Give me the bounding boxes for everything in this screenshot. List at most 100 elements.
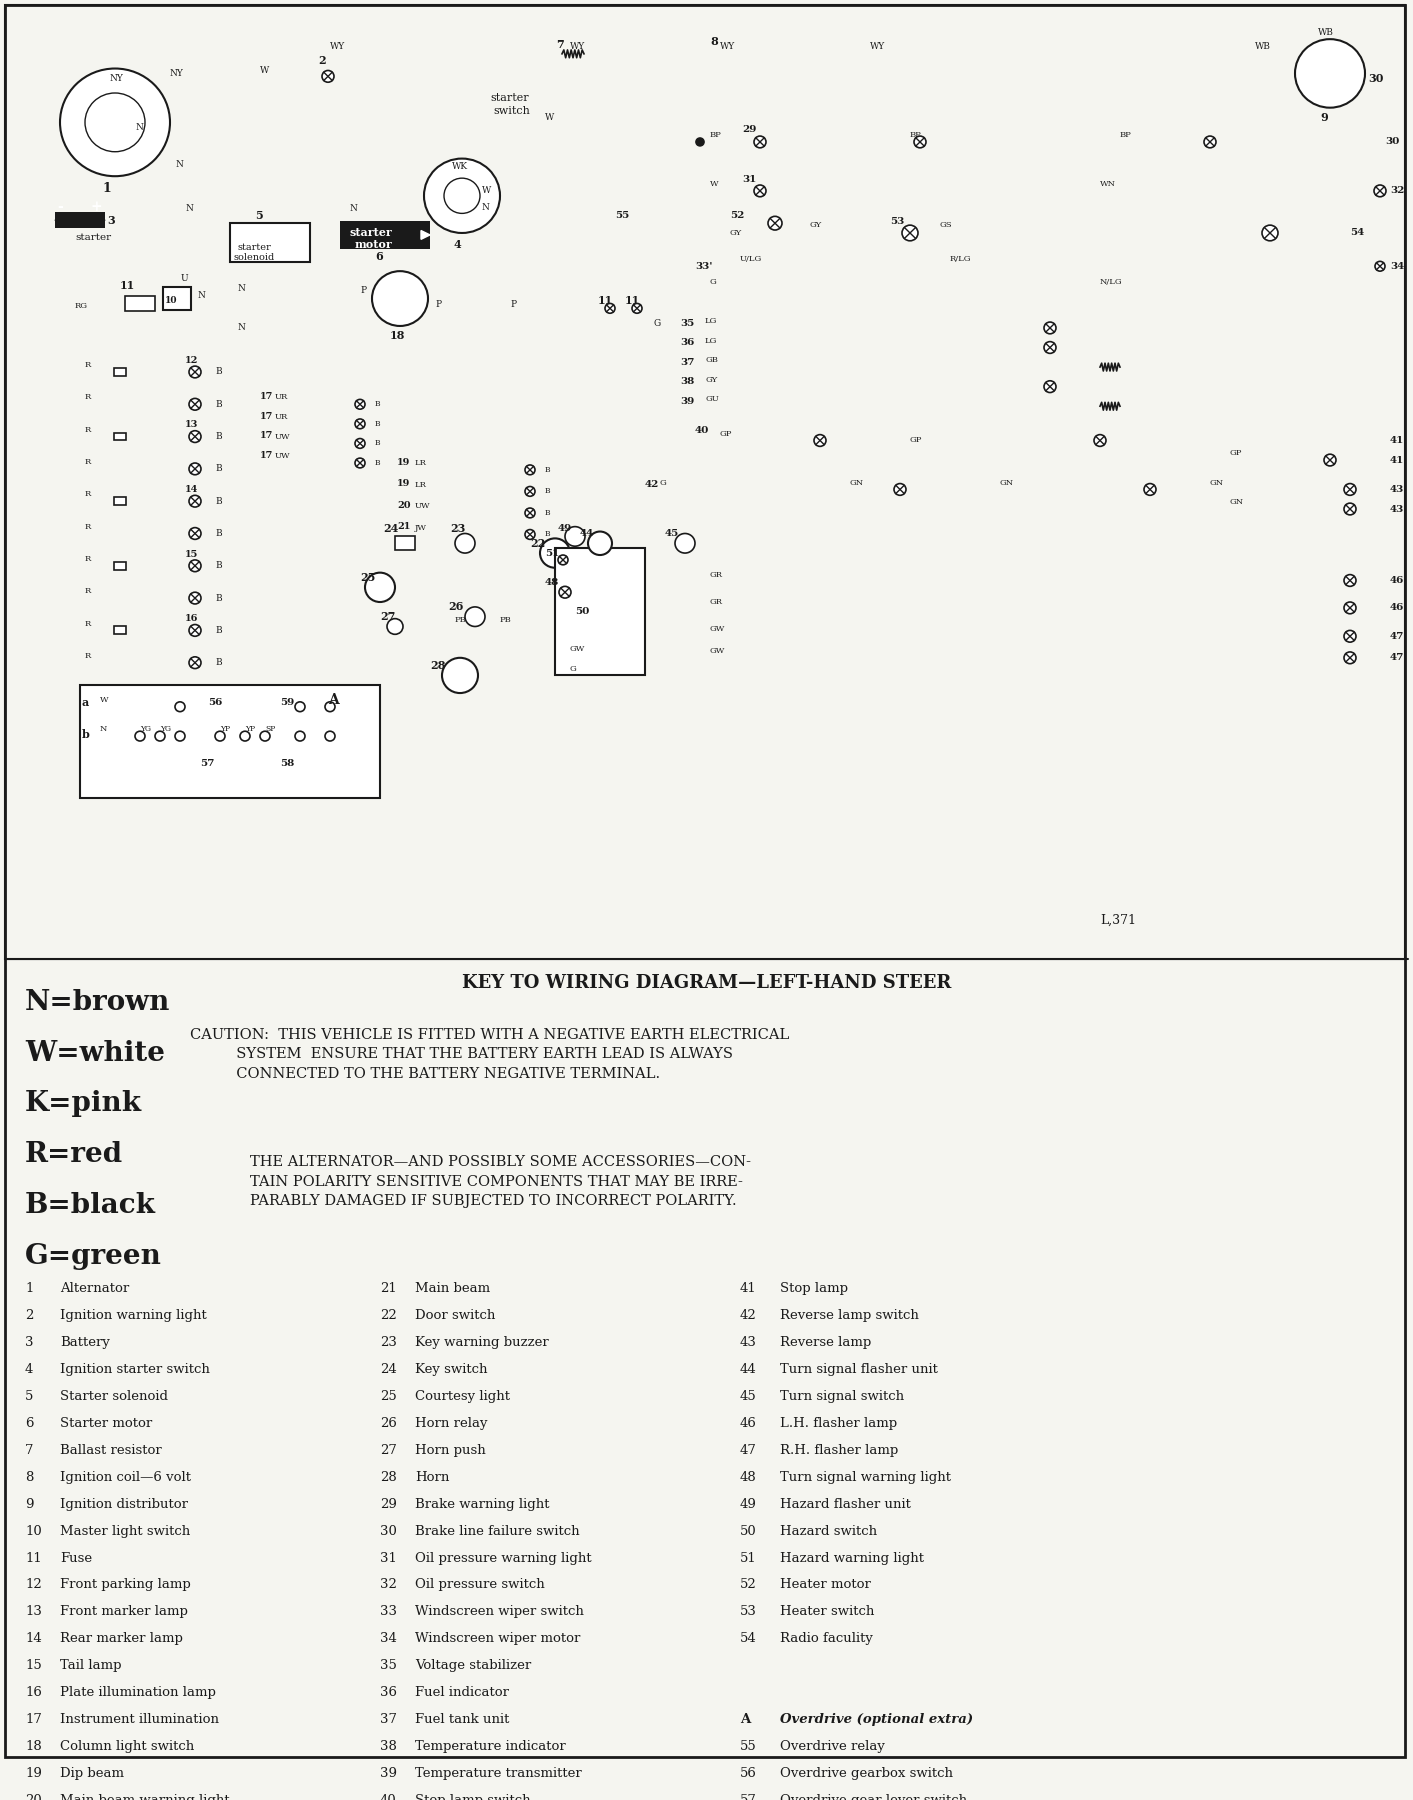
Text: 12: 12 [25,1579,42,1591]
Text: Voltage stabilizer: Voltage stabilizer [415,1660,531,1672]
Circle shape [1344,574,1356,587]
Text: P: P [510,301,516,310]
Text: Reverse lamp switch: Reverse lamp switch [780,1309,918,1323]
Text: Horn relay: Horn relay [415,1417,487,1429]
Text: 5: 5 [25,1390,34,1402]
Text: 30: 30 [380,1525,397,1537]
Text: 55: 55 [740,1741,757,1753]
Text: Master light switch: Master light switch [59,1525,191,1537]
Text: Main beam warning light: Main beam warning light [59,1795,230,1800]
Circle shape [85,94,146,151]
Circle shape [558,554,568,565]
Text: KEY TO WIRING DIAGRAM—LEFT-HAND STEER: KEY TO WIRING DIAGRAM—LEFT-HAND STEER [462,974,952,992]
Bar [81,686,380,797]
Text: R: R [85,554,92,563]
Text: 3: 3 [25,1336,34,1350]
Text: B: B [374,439,380,448]
Text: 29: 29 [742,124,756,133]
Text: N: N [237,284,246,293]
Text: 42: 42 [644,481,660,490]
Circle shape [189,560,201,572]
Bar [114,432,126,441]
Text: 23: 23 [380,1336,397,1350]
Text: 36: 36 [680,338,694,347]
Circle shape [442,657,478,693]
Text: 10: 10 [25,1525,42,1537]
Circle shape [675,533,695,553]
Text: 11: 11 [25,1552,42,1564]
Text: 57: 57 [740,1795,757,1800]
Circle shape [1344,484,1356,495]
Text: P: P [360,286,366,295]
Text: GY: GY [810,221,822,229]
Text: 25: 25 [380,1390,397,1402]
Circle shape [1375,261,1385,272]
Text: 43: 43 [1390,484,1405,493]
Text: R: R [85,427,92,434]
Text: BP: BP [709,131,722,139]
Text: R: R [85,490,92,499]
Text: 12: 12 [185,356,198,365]
Text: B: B [215,529,222,538]
Text: Battery: Battery [59,1336,110,1350]
Circle shape [1373,185,1386,196]
Text: 27: 27 [380,612,396,623]
Text: NY: NY [110,74,124,83]
Text: 26: 26 [380,1417,397,1429]
Text: PB: PB [455,616,466,623]
Text: 17: 17 [25,1714,42,1726]
Circle shape [59,68,170,176]
Text: G=green: G=green [25,1244,162,1271]
Text: 41: 41 [1390,436,1405,445]
Circle shape [814,434,827,446]
Text: 53: 53 [740,1606,757,1618]
Text: GY: GY [731,229,742,238]
Text: switch: switch [493,106,530,115]
Text: 52: 52 [740,1579,757,1591]
Circle shape [588,531,612,554]
Text: 2: 2 [318,56,325,67]
Polygon shape [97,216,105,225]
Text: 49: 49 [558,524,572,533]
Text: K=pink: K=pink [25,1091,141,1118]
Text: Ignition starter switch: Ignition starter switch [59,1363,211,1375]
Text: WY: WY [721,41,735,50]
Text: 11: 11 [625,295,640,306]
Text: GP: GP [1229,450,1242,457]
Text: RG: RG [75,302,88,310]
Circle shape [355,459,365,468]
Text: LG: LG [705,337,718,344]
Circle shape [526,508,536,518]
Text: G: G [653,319,660,328]
Circle shape [1044,382,1056,392]
Text: 19: 19 [397,457,410,466]
Text: B: B [215,497,222,506]
Circle shape [465,607,485,626]
Text: GW: GW [709,646,725,655]
Text: 17: 17 [260,430,273,439]
Text: Overdrive relay: Overdrive relay [780,1741,885,1753]
Text: 17: 17 [260,450,273,459]
Text: Overdrive (optional extra): Overdrive (optional extra) [780,1714,974,1726]
Text: R.H. flasher lamp: R.H. flasher lamp [780,1444,899,1456]
Text: Hazard switch: Hazard switch [780,1525,877,1537]
Bar [6,5,1405,959]
Text: GP: GP [721,430,732,437]
Circle shape [914,137,926,148]
Text: 28: 28 [380,1471,397,1483]
Text: 13: 13 [25,1606,42,1618]
Text: 16: 16 [185,614,198,623]
Text: Fuse: Fuse [59,1552,92,1564]
Text: -: - [57,200,62,214]
Circle shape [1344,504,1356,515]
Text: G: G [709,277,716,286]
Text: R: R [85,652,92,661]
Text: 56: 56 [208,698,222,707]
Text: UR: UR [276,412,288,421]
Bar [162,286,191,310]
Text: B: B [215,594,222,603]
Text: Windscreen wiper motor: Windscreen wiper motor [415,1633,581,1645]
Text: W: W [100,697,109,704]
Circle shape [189,398,201,410]
Text: 24: 24 [383,524,398,535]
